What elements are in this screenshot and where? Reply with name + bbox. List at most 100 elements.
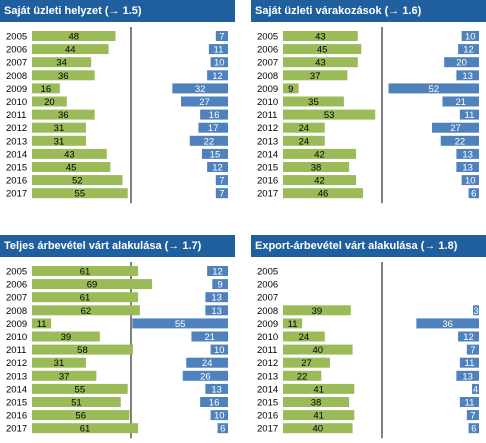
blue-bar: [444, 57, 479, 68]
category-label: 2015: [6, 163, 27, 174]
green-bar: [283, 331, 325, 342]
category-label: 2010: [6, 97, 27, 108]
green-bar-label: 40: [313, 345, 324, 356]
green-bar: [32, 331, 100, 342]
chart-title-text: Saját üzleti helyzet: [4, 5, 102, 17]
blue-bar: [205, 383, 228, 394]
panel-total-revenue-expected: Teljes árbevétel várt alakulása (→ 1.7) …: [0, 235, 235, 443]
blue-bar: [181, 96, 228, 107]
blue-bar: [217, 423, 228, 434]
green-bar-label: 38: [311, 398, 322, 409]
bar-chart-total-revenue-expected: 2005 61 12 2006 69 9 2007 61 13 2008 62 13 2009 11 55 2…: [6, 262, 228, 439]
blue-bar: [210, 344, 228, 355]
green-bar: [283, 305, 351, 316]
blue-bar-label: 20: [456, 58, 467, 69]
green-bar-label: 27: [301, 358, 312, 369]
blue-bar: [440, 135, 479, 146]
blue-bar-label: 10: [214, 58, 225, 69]
green-bar: [32, 96, 67, 107]
category-label: 2016: [257, 411, 278, 422]
category-label: 2006: [257, 280, 278, 291]
blue-bar-label: 7: [470, 411, 475, 422]
bar-chart-export-revenue-expected: 2005 2006 2007 2008 39 3 2009 11 36 2010 24 12 2011 4…: [257, 262, 479, 439]
green-bar: [283, 83, 299, 94]
blue-bar: [210, 410, 228, 421]
blue-bar-label: 12: [212, 163, 223, 174]
green-bar-label: 61: [80, 424, 91, 435]
green-bar-label: 55: [75, 384, 86, 395]
green-bar: [32, 188, 128, 199]
blue-bar: [468, 188, 479, 199]
green-bar: [32, 70, 95, 81]
blue-bar-label: 9: [218, 280, 223, 291]
blue-bar: [207, 162, 228, 172]
blue-bar-label: 7: [219, 189, 224, 200]
blue-bar: [456, 162, 479, 172]
blue-bar-label: 10: [465, 176, 476, 187]
blue-bar-label: 4: [473, 384, 478, 395]
blue-bar: [207, 266, 228, 276]
blue-bar: [459, 397, 479, 407]
green-bar: [32, 135, 86, 146]
blue-bar-label: 15: [210, 149, 221, 160]
chart-title-ref: (→ 1.8): [420, 240, 458, 252]
green-bar: [283, 370, 322, 381]
blue-bar: [388, 83, 479, 94]
category-label: 2013: [6, 136, 27, 147]
category-label: 2005: [257, 267, 278, 278]
green-bar: [32, 122, 86, 133]
green-bar: [32, 83, 60, 94]
blue-bar-label: 16: [209, 398, 220, 409]
category-label: 2017: [6, 424, 27, 435]
blue-bar: [132, 318, 228, 329]
blue-bar: [189, 135, 228, 146]
green-bar-label: 38: [311, 163, 322, 174]
green-bar-label: 55: [75, 189, 86, 200]
blue-bar: [456, 370, 479, 381]
blue-bar: [200, 109, 228, 120]
category-label: 2006: [6, 45, 27, 56]
category-label: 2007: [257, 58, 278, 69]
category-label: 2005: [6, 267, 27, 278]
blue-bar-label: 11: [464, 110, 474, 121]
blue-bar: [200, 397, 228, 407]
green-bar-label: 69: [87, 280, 98, 291]
green-bar-label: 42: [314, 176, 325, 187]
chart-title-ref: (→ 1.5): [104, 5, 142, 17]
blue-bar: [207, 70, 228, 81]
green-bar-label: 24: [299, 136, 310, 147]
chart-title-ref: (→ 1.6): [384, 5, 422, 17]
blue-bar-label: 6: [471, 189, 476, 200]
category-label: 2007: [257, 293, 278, 304]
green-bar-label: 39: [312, 306, 323, 317]
category-label: 2010: [257, 332, 278, 343]
green-bar-label: 39: [61, 332, 72, 343]
blue-bar-label: 13: [462, 149, 473, 160]
chart-title: Saját üzleti várakozások (→ 1.6): [251, 0, 486, 22]
blue-bar-label: 17: [208, 123, 219, 134]
green-bar-label: 40: [313, 424, 324, 435]
green-bar-label: 56: [75, 411, 86, 422]
green-bar-label: 62: [81, 306, 92, 317]
category-label: 2012: [257, 123, 278, 134]
green-bar-label: 31: [54, 123, 65, 134]
blue-bar-label: 32: [195, 84, 206, 95]
category-label: 2011: [6, 345, 26, 356]
green-bar: [32, 383, 128, 394]
blue-bar: [466, 344, 479, 355]
green-bar: [283, 70, 348, 81]
blue-bar: [215, 31, 228, 41]
category-label: 2014: [6, 149, 27, 160]
blue-bar-label: 7: [219, 176, 224, 187]
green-bar: [283, 122, 325, 133]
blue-bar-label: 21: [204, 332, 215, 343]
category-label: 2009: [257, 319, 278, 330]
category-label: 2017: [257, 189, 278, 200]
chart-title: Teljes árbevétel várt alakulása (→ 1.7): [0, 235, 235, 257]
blue-bar-label: 13: [462, 371, 473, 382]
blue-bar: [461, 31, 479, 41]
green-bar: [283, 44, 362, 55]
blue-bar-label: 7: [219, 32, 224, 43]
blue-bar-label: 22: [455, 136, 466, 147]
blue-bar: [208, 44, 228, 55]
